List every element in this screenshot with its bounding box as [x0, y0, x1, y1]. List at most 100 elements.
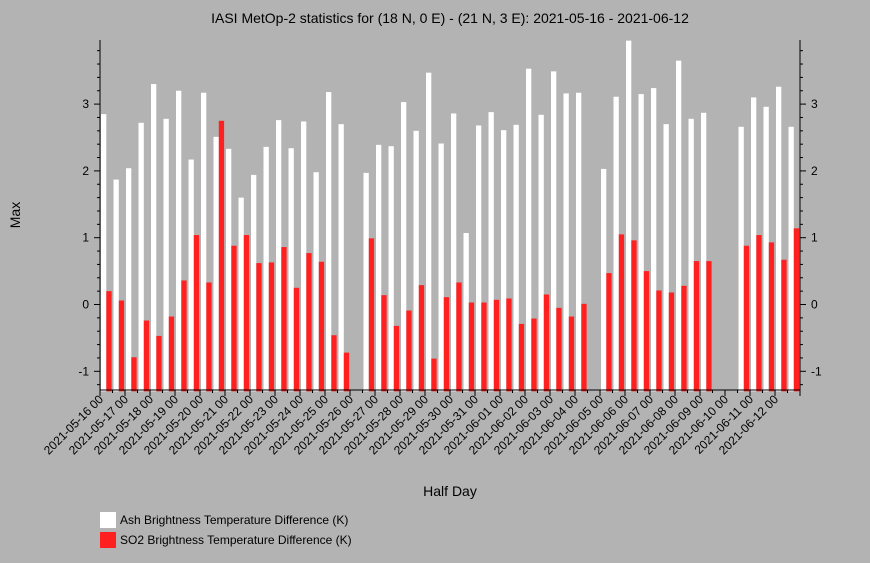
- so2-bar-12: [256, 263, 262, 392]
- ash-bar-5: [163, 118, 169, 392]
- ash-bar-44: [651, 88, 657, 392]
- ash-bar-9: [213, 136, 219, 392]
- y-tick-label-right-0: -1: [811, 364, 822, 378]
- ash-bar-18: [326, 92, 332, 392]
- ash-bar-13: [263, 146, 269, 392]
- so2-bar-55: [793, 228, 800, 392]
- so2-bar-14: [281, 247, 287, 392]
- ash-bar-33: [513, 124, 519, 392]
- ash-bar-47: [688, 118, 694, 392]
- so2-bar-3: [143, 320, 150, 392]
- legend-swatch-ash: [100, 512, 116, 528]
- ash-bar-25: [413, 130, 419, 392]
- so2-bar-9: [218, 120, 225, 392]
- ash-bar-8: [201, 92, 207, 392]
- ash-bar-55: [788, 126, 794, 392]
- legend-label-ash: Ash Brightness Temperature Difference (K…: [120, 513, 349, 527]
- so2-bar-29: [468, 302, 475, 392]
- ash-bar-30: [476, 125, 482, 392]
- y-tick-label-right-4: 3: [811, 97, 818, 111]
- so2-bar-8: [206, 282, 212, 392]
- so2-bar-35: [543, 294, 550, 392]
- ash-bar-51: [738, 126, 744, 392]
- ash-bar-46: [676, 60, 682, 392]
- so2-bar-1: [118, 300, 125, 392]
- legend-swatch-so2: [100, 532, 116, 548]
- ash-bar-34: [526, 68, 532, 392]
- ash-bar-17: [313, 172, 319, 392]
- chart-title: IASI MetOp-2 statistics for (18 N, 0 E) …: [211, 10, 689, 26]
- so2-bar-4: [156, 335, 162, 392]
- ash-bar-22: [376, 144, 382, 392]
- ash-bar-3: [138, 122, 144, 392]
- ash-bar-35: [538, 114, 544, 392]
- ash-bar-41: [613, 96, 619, 392]
- ash-bar-42: [626, 40, 632, 392]
- legend-item-ash: Ash Brightness Temperature Difference (K…: [100, 512, 352, 528]
- ash-bar-7: [188, 159, 194, 392]
- y-tick-label-right-2: 1: [811, 231, 818, 245]
- legend: Ash Brightness Temperature Difference (K…: [100, 512, 352, 552]
- so2-bar-6: [181, 280, 187, 392]
- ash-bar-12: [251, 174, 257, 392]
- ash-bar-40: [601, 168, 607, 392]
- y-tick-label-left-4: 3: [82, 97, 89, 111]
- so2-bar-23: [393, 325, 400, 392]
- ash-bar-45: [663, 124, 669, 392]
- bars-group: [101, 40, 800, 392]
- so2-bar-30: [481, 302, 487, 392]
- so2-bar-34: [531, 318, 537, 392]
- so2-bar-45: [668, 292, 675, 392]
- so2-bar-36: [556, 307, 562, 392]
- ash-bar-31: [488, 112, 494, 392]
- so2-bar-52: [756, 235, 762, 392]
- ash-bar-43: [638, 94, 644, 392]
- so2-bar-26: [431, 358, 437, 392]
- so2-bar-2: [131, 357, 137, 392]
- so2-bar-10: [231, 245, 237, 392]
- so2-bar-51: [743, 245, 750, 392]
- so2-bar-40: [606, 273, 612, 392]
- ash-bar-36: [551, 71, 557, 392]
- ash-bar-54: [776, 86, 782, 392]
- so2-bar-38: [581, 303, 587, 392]
- y-tick-label-left-3: 2: [82, 164, 89, 178]
- ash-bar-2: [126, 168, 132, 392]
- ash-bar-11: [238, 197, 244, 392]
- so2-bar-17: [318, 261, 325, 392]
- ash-bar-1: [113, 179, 119, 392]
- y-tick-label-left-1: 0: [82, 298, 89, 312]
- so2-bar-0: [106, 291, 112, 392]
- so2-bar-22: [381, 295, 387, 392]
- so2-bar-15: [293, 287, 300, 392]
- ash-bar-32: [501, 130, 507, 392]
- ash-bar-26: [426, 72, 432, 392]
- so2-bar-44: [656, 290, 662, 392]
- so2-bar-24: [406, 310, 412, 392]
- ash-bar-37: [563, 93, 569, 392]
- so2-bar-47: [693, 261, 700, 392]
- y-tick-label-left-2: 1: [82, 231, 89, 245]
- so2-bar-41: [618, 234, 625, 392]
- so2-bar-48: [706, 261, 712, 392]
- ash-bar-48: [701, 112, 707, 392]
- so2-bar-18: [331, 335, 337, 392]
- legend-label-so2: SO2 Brightness Temperature Difference (K…: [120, 533, 352, 547]
- so2-bar-21: [368, 238, 375, 392]
- ash-bar-52: [751, 97, 757, 392]
- so2-bar-5: [168, 316, 175, 392]
- so2-bar-27: [443, 297, 450, 392]
- legend-item-so2: SO2 Brightness Temperature Difference (K…: [100, 532, 352, 548]
- ash-bar-28: [451, 113, 457, 392]
- ash-bar-16: [301, 121, 307, 392]
- so2-bar-16: [306, 253, 312, 392]
- ash-bar-21: [363, 172, 369, 392]
- x-axis-label: Half Day: [423, 483, 477, 499]
- ash-bar-15: [288, 148, 294, 392]
- so2-bar-11: [243, 235, 250, 392]
- so2-bar-43: [643, 271, 650, 392]
- ash-bar-0: [101, 114, 107, 392]
- ash-bar-53: [763, 106, 769, 392]
- ash-bar-19: [338, 124, 344, 392]
